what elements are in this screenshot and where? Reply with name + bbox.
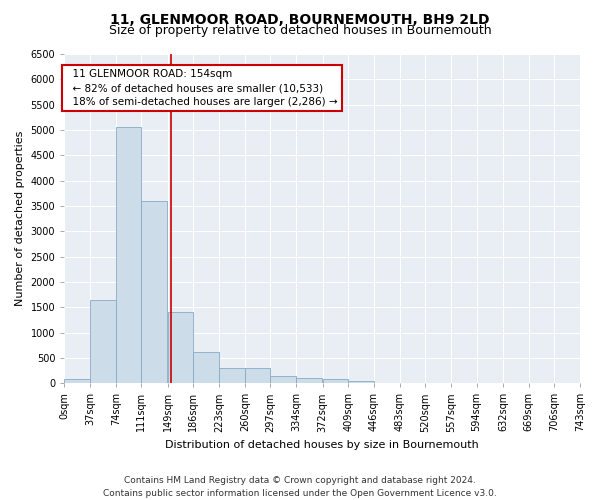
X-axis label: Distribution of detached houses by size in Bournemouth: Distribution of detached houses by size …: [165, 440, 479, 450]
Text: 11, GLENMOOR ROAD, BOURNEMOUTH, BH9 2LD: 11, GLENMOOR ROAD, BOURNEMOUTH, BH9 2LD: [110, 12, 490, 26]
Bar: [296, 378, 322, 383]
Bar: [219, 368, 245, 383]
Text: 11 GLENMOOR ROAD: 154sqm
  ← 82% of detached houses are smaller (10,533)
  18% o: 11 GLENMOOR ROAD: 154sqm ← 82% of detach…: [66, 69, 337, 107]
Bar: [90, 300, 116, 383]
Bar: [64, 380, 90, 383]
Bar: [116, 128, 142, 383]
Text: Contains HM Land Registry data © Crown copyright and database right 2024.
Contai: Contains HM Land Registry data © Crown c…: [103, 476, 497, 498]
Bar: [348, 381, 374, 383]
Bar: [193, 352, 219, 383]
Bar: [168, 312, 193, 383]
Bar: [245, 368, 271, 383]
Bar: [323, 380, 348, 383]
Bar: [142, 201, 167, 383]
Bar: [271, 376, 296, 383]
Text: Size of property relative to detached houses in Bournemouth: Size of property relative to detached ho…: [109, 24, 491, 37]
Y-axis label: Number of detached properties: Number of detached properties: [15, 131, 25, 306]
